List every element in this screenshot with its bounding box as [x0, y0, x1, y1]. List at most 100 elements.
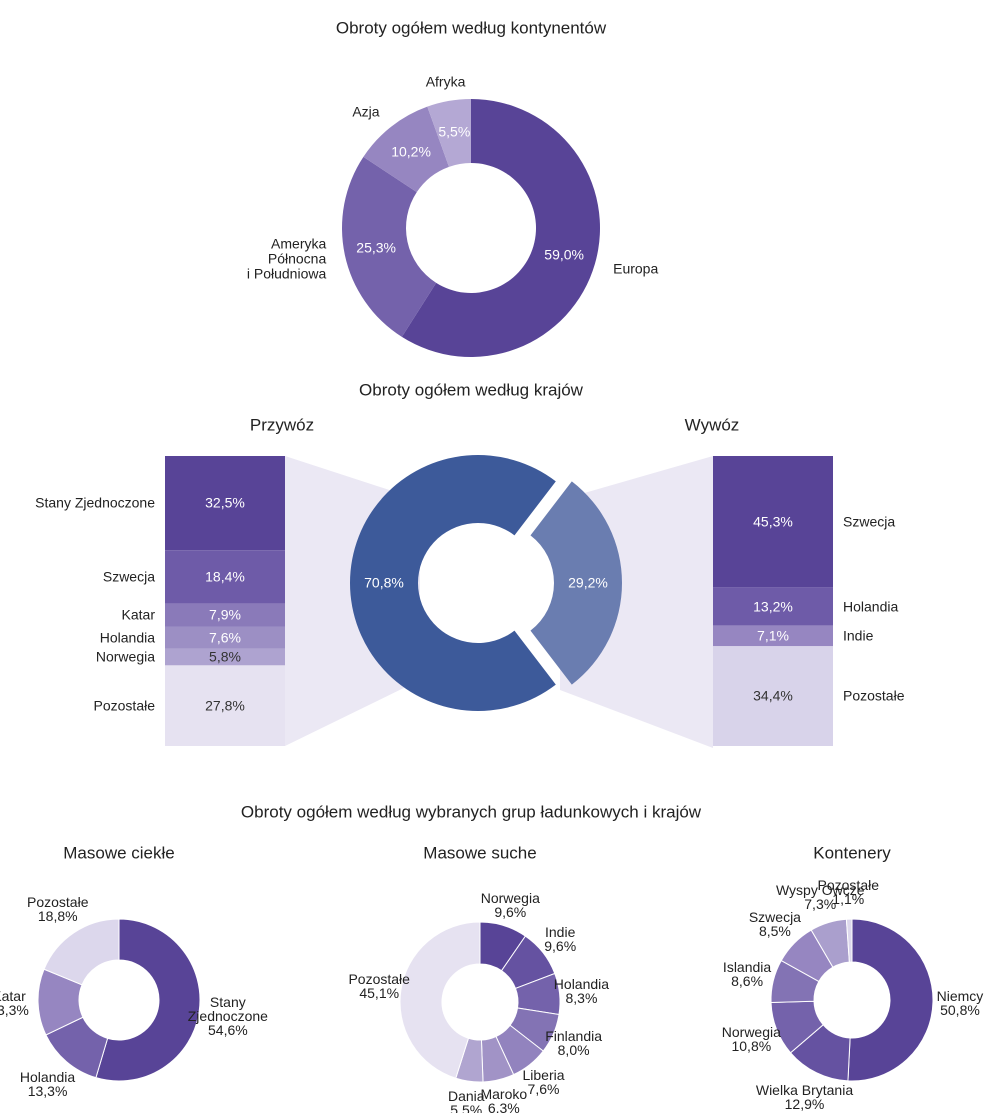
value-label: 7,3%	[804, 895, 837, 912]
bar-segment	[165, 550, 285, 604]
category-label: Pozostałe	[93, 697, 155, 714]
slice-label: Liberia 7,6%	[523, 1068, 565, 1096]
bar-segment	[713, 587, 833, 626]
slice-label: Indie 9,6%	[544, 925, 576, 953]
slice-label: Norwegia 10,8%	[722, 1025, 781, 1053]
value-label: 8,5%	[758, 923, 791, 940]
value-label: 45,1%	[359, 985, 400, 1002]
donut-slice	[95, 918, 201, 1082]
slice-label: Katar13,3%	[0, 989, 29, 1017]
slice-label: Holandia 8,3%	[554, 977, 609, 1005]
value-label: 70,8%	[364, 574, 404, 591]
donut-slice	[845, 918, 853, 963]
category-label: Pozostałe	[843, 687, 905, 704]
donut-slice	[363, 106, 449, 193]
value-label: 50,8%	[940, 1001, 980, 1018]
bar-segment	[713, 646, 833, 746]
slice-label: Pozostałe 45,1%	[348, 972, 409, 1000]
value-label: 10,8%	[731, 1038, 772, 1055]
category-label: Holandia	[553, 976, 610, 993]
value-label: 54,6%	[207, 1021, 248, 1038]
value-label: 1,1%	[832, 891, 865, 908]
chart-title: Obroty ogółem według kontynentów	[335, 18, 607, 38]
value-label: 59,0%	[544, 246, 584, 263]
category-label: Holandia	[99, 629, 155, 646]
value-label: 9,6%	[544, 937, 577, 954]
value-label: 12,9%	[784, 1095, 825, 1112]
donut-slice	[350, 455, 556, 711]
donut-slice	[530, 481, 622, 685]
value-label: 5,5%	[450, 1102, 483, 1113]
slice-label: Wyspy Owcze 7,3%	[776, 883, 865, 911]
bar-segment	[165, 648, 285, 666]
value-label: 5,5%	[438, 123, 471, 140]
bar-segment	[165, 603, 285, 627]
slice-label: Finlandia 8,0%	[545, 1029, 602, 1057]
value-label: 5,8%	[209, 648, 241, 665]
slice-label: Norwegia 9,6%	[481, 891, 540, 919]
category-label: Liberia	[522, 1066, 565, 1083]
value-label: 18,4%	[205, 568, 245, 585]
category-label: Stany Zjednoczone	[35, 494, 155, 511]
value-label: 7,9%	[209, 606, 241, 623]
value-label: 32,5%	[205, 494, 245, 511]
value-label: 13,3%	[27, 1082, 68, 1099]
chart-title: Obroty ogółem według krajów	[359, 380, 583, 400]
donut-slice	[342, 156, 437, 337]
category-label: Europa	[613, 260, 659, 277]
category-label: Ameryka Północna i Południowa	[246, 235, 327, 282]
donut-slice	[427, 99, 471, 167]
slice-label: Holandia 13,3%	[20, 1070, 75, 1098]
chart-subtitle: Kontenery	[813, 843, 891, 863]
value-label: 10,2%	[391, 143, 431, 160]
value-label: 27,8%	[205, 697, 245, 714]
category-label: Islandia	[722, 959, 772, 976]
category-label: Dania	[447, 1088, 485, 1105]
donut-slice	[401, 99, 601, 357]
category-label: Niemcy	[936, 987, 984, 1004]
donut-slice	[399, 921, 481, 1079]
value-label: 8,3%	[565, 990, 598, 1007]
slice-label: Dania 5,5%	[448, 1089, 485, 1113]
category-label: Wyspy Owcze	[775, 881, 865, 898]
category-label: Katar	[121, 606, 155, 623]
bar-segment	[165, 665, 285, 746]
bar-segment	[713, 625, 833, 647]
value-label: 7,6%	[527, 1080, 560, 1097]
category-label: Norwegia	[95, 648, 155, 665]
category-label: Katar	[0, 988, 26, 1005]
value-label: 6,3%	[487, 1100, 520, 1113]
category-label: Szwecja	[748, 909, 801, 926]
category-label: Azja	[352, 103, 380, 120]
category-label: Afryka	[425, 73, 466, 90]
category-label: Norwegia	[480, 889, 540, 906]
bar-segment	[713, 456, 833, 588]
category-label: Maroko	[480, 1086, 528, 1103]
value-label: 8,6%	[731, 973, 764, 990]
value-label: 34,4%	[753, 687, 793, 704]
value-label: 13,3%	[0, 1002, 29, 1019]
bar-segment	[165, 456, 285, 551]
slice-label: Wielka Brytania 12,9%	[756, 1083, 853, 1111]
chart-title: Obroty ogółem według wybranych grup ładu…	[240, 802, 702, 822]
category-label: Indie	[545, 923, 576, 940]
category-label: Norwegia	[721, 1024, 781, 1041]
column-header: Wywóz	[684, 415, 740, 435]
donut-slice	[847, 918, 934, 1082]
value-label: 8,0%	[557, 1041, 590, 1058]
value-label: 13,2%	[753, 598, 793, 614]
slice-label: Pozostałe 1,1%	[818, 878, 879, 906]
chart-subtitle: Masowe ciekłe	[63, 843, 175, 863]
chart-subtitle: Masowe suche	[423, 843, 537, 863]
value-label: 9,6%	[494, 903, 527, 920]
value-label: 45,3%	[753, 513, 793, 530]
slice-label: Pozostałe 18,8%	[27, 895, 88, 923]
value-label: 7,6%	[209, 629, 241, 646]
slice-label: Szwecja 8,5%	[749, 910, 801, 938]
category-label: Pozostałe	[348, 971, 410, 988]
bar-segment	[165, 626, 285, 649]
donut-slice	[43, 918, 120, 986]
slice-label: Niemcy 50,8%	[937, 989, 984, 1017]
